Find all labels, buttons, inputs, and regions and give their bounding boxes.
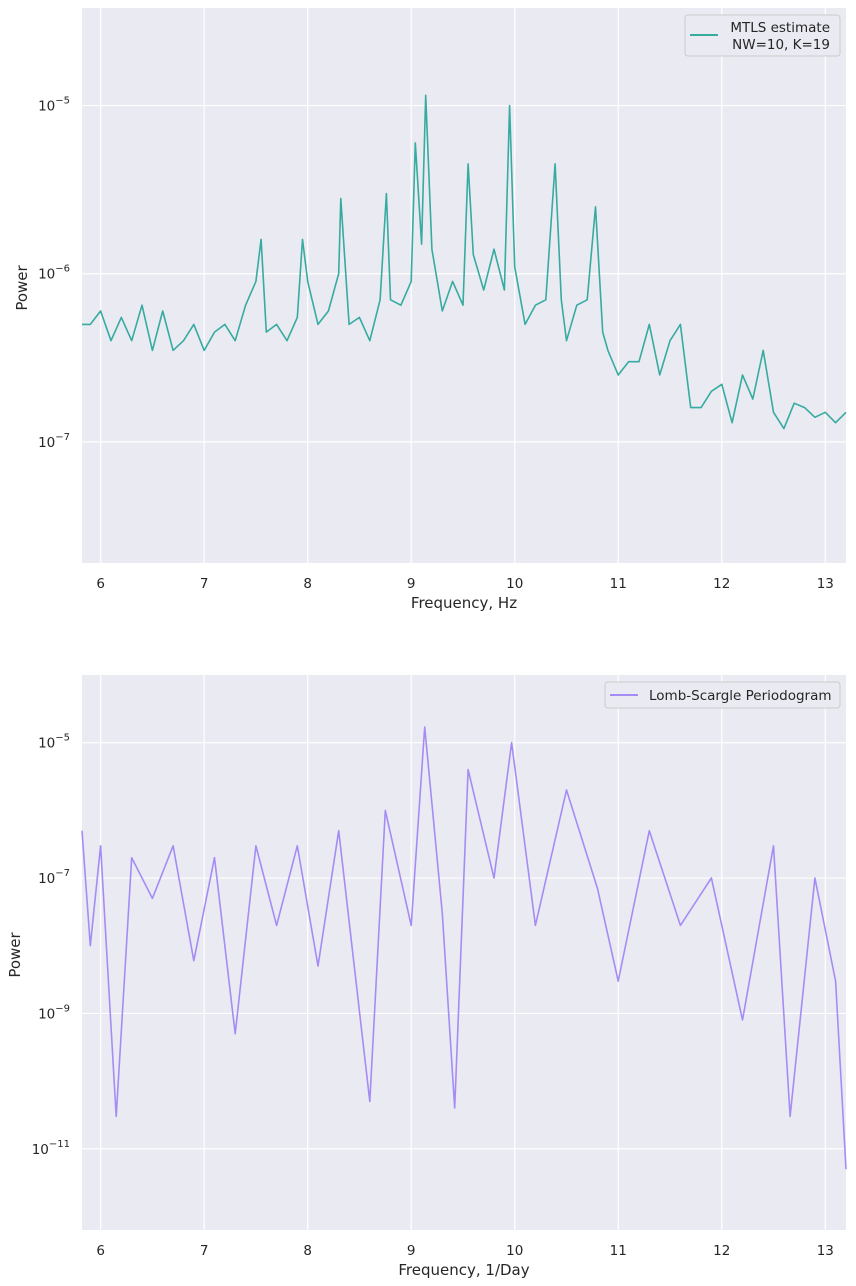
x-gridlines (100, 8, 826, 563)
x-tick-label: 6 (96, 1243, 105, 1259)
y-tick-label: 10−7 (38, 868, 70, 887)
x-tick-label: 13 (817, 576, 834, 592)
mtls-series-line (82, 94, 847, 430)
plot-area (82, 675, 846, 1230)
x-tick-labels: 6 7 8 9 10 11 12 13 (96, 576, 834, 592)
lomb-scargle-series-line (81, 726, 847, 1170)
y-tick-labels: 10−11 10−9 10−7 10−5 (32, 733, 70, 1158)
x-tick-label: 11 (610, 1243, 627, 1259)
y-tick-label: 10−11 (32, 1139, 70, 1158)
x-tick-label: 10 (506, 1243, 523, 1259)
panel-lomb-scargle: 6 7 8 9 10 11 12 13 10−11 10−9 10−7 10−5 Frequency… (6, 675, 847, 1279)
x-tick-labels: 6 7 8 9 10 11 12 13 (96, 1243, 834, 1259)
legend: MTLS estimate NW=10, K=19 (684, 14, 841, 57)
x-tick-label: 12 (713, 576, 730, 592)
x-tick-label: 8 (303, 1243, 312, 1259)
x-tick-label: 7 (200, 1243, 209, 1259)
x-tick-label: 11 (610, 576, 627, 592)
legend-label-line-2: NW=10, K=19 (732, 37, 830, 53)
y-tick-label: 10−5 (38, 733, 70, 752)
x-tick-label: 12 (713, 1243, 730, 1259)
x-tick-label: 13 (817, 1243, 834, 1259)
x-tick-label: 7 (200, 576, 209, 592)
legend-label-line-1: MTLS estimate (730, 20, 830, 36)
x-axis-label: Frequency, 1/Day (398, 1261, 529, 1279)
y-tick-label: 10−9 (38, 1003, 70, 1022)
x-axis-label: Frequency, Hz (411, 594, 517, 612)
x-tick-label: 6 (96, 576, 105, 592)
legend-label: Lomb-Scargle Periodogram (649, 688, 832, 704)
y-axis-label: Power (13, 264, 31, 310)
x-tick-label: 9 (407, 1243, 416, 1259)
y-tick-label: 10−5 (38, 96, 70, 115)
x-tick-label: 10 (506, 576, 523, 592)
y-tick-label: 10−6 (38, 264, 70, 283)
x-tick-label: 8 (303, 576, 312, 592)
x-tick-label: 9 (407, 576, 416, 592)
y-axis-label: Power (6, 931, 24, 977)
y-tick-labels: 10−7 10−6 10−5 (38, 96, 70, 451)
y-tick-label: 10−7 (38, 432, 70, 451)
panel-mtls: 6 7 8 9 10 11 12 13 10−710−610−5 Frequency, Hz … (13, 8, 847, 612)
legend: Lomb-Scargle Periodogram (604, 681, 841, 709)
